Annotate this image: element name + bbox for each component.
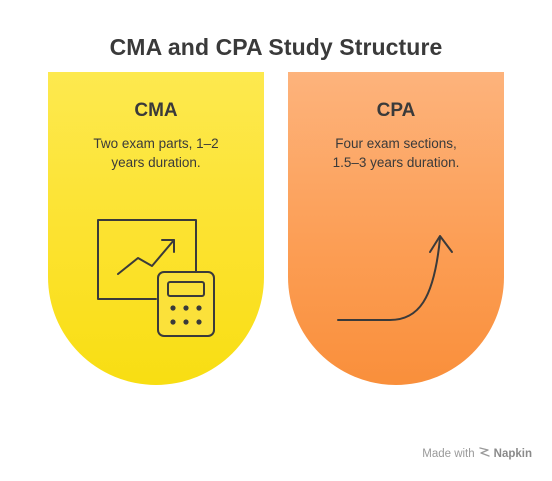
cma-card: CMA Two exam parts, 1–2 years duration. [48,72,264,385]
growth-curve-arrow-icon [334,230,458,335]
cpa-card: CPA Four exam sections, 1.5–3 years dura… [288,72,504,385]
napkin-logo-icon [478,447,490,461]
cma-description-line-2: years duration. [111,155,201,170]
made-with-napkin-watermark: Made with Napkin [422,447,532,461]
cpa-description-line-1: Four exam sections, [335,136,457,151]
watermark-brand: Napkin [493,448,532,460]
analytics-calculator-icon [96,218,220,347]
cpa-description-line-2: 1.5–3 years duration. [332,155,460,170]
cpa-card-description: Four exam sections, 1.5–3 years duration… [300,134,492,172]
cma-card-title: CMA [134,100,178,121]
cma-card-description: Two exam parts, 1–2 years duration. [60,134,252,172]
cpa-card-title: CPA [376,100,416,121]
cma-description-line-1: Two exam parts, 1–2 [93,136,219,151]
watermark-prefix: Made with [422,448,475,460]
page-title: CMA and CPA Study Structure [109,34,443,60]
